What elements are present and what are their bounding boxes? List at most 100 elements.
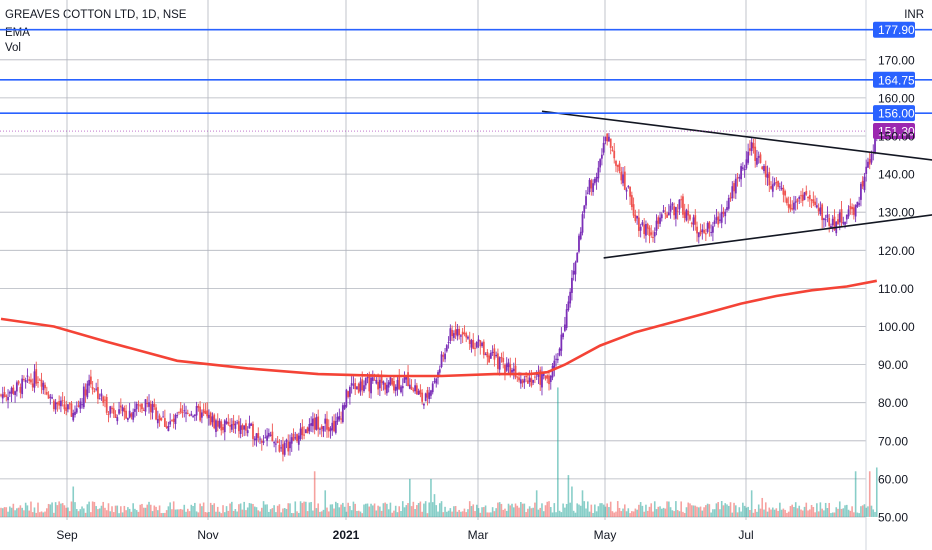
candle-body (19, 386, 22, 393)
volume-bar (250, 503, 253, 517)
candle-body (114, 413, 117, 418)
candle-body (521, 380, 524, 384)
volume-bar (636, 509, 638, 517)
volume-bar (416, 505, 418, 517)
candle-body (563, 324, 566, 331)
candle-body (773, 182, 776, 185)
volume-bar (149, 504, 152, 517)
volume-bar (56, 505, 59, 517)
candle-body (482, 341, 485, 355)
volume-bar (752, 512, 755, 517)
candle-body (812, 199, 815, 204)
candle-body (828, 217, 831, 226)
candle-body (49, 396, 52, 398)
candle-body (37, 382, 39, 384)
volume-bar (708, 504, 711, 517)
y-tick-label: 80.00 (878, 396, 908, 410)
candle-body (246, 430, 249, 434)
volume-bar (616, 501, 619, 517)
volume-indicator-label[interactable]: Vol (5, 42, 21, 54)
volume-bar (743, 505, 746, 517)
candle-body (579, 231, 582, 240)
candle-body (192, 416, 194, 418)
candle-body (75, 408, 78, 413)
y-tick-label: 160.00 (878, 91, 915, 105)
volume-bar (77, 511, 80, 517)
y-tick-label: 110.00 (878, 282, 914, 296)
volume-bar (68, 511, 71, 517)
volume-bar (676, 510, 679, 517)
volume-bar (324, 490, 327, 517)
candle-body (289, 441, 291, 449)
candle-body (396, 380, 399, 390)
volume-bar (220, 513, 223, 517)
volume-bar (72, 486, 75, 517)
candle-body (560, 334, 563, 351)
volume-bar (594, 504, 596, 517)
volume-bar (477, 508, 480, 517)
candle-body (134, 409, 136, 412)
volume-bar (343, 506, 346, 517)
volume-bar (285, 508, 288, 517)
volume-bar (666, 501, 668, 517)
candle-body (38, 379, 41, 381)
volume-bar (585, 508, 587, 517)
candle-body (400, 386, 402, 393)
volume-bar (749, 510, 751, 517)
volume-bar (345, 511, 348, 517)
price-axis[interactable]: 50.00 60.00 70.00 80.00 90.00 100.00 110.00 120… (878, 53, 915, 524)
candle-body (860, 183, 862, 200)
volume-bar (798, 505, 801, 517)
candle-body (51, 397, 54, 399)
volume-bar (215, 511, 217, 517)
candle-body (181, 411, 184, 414)
volume-bar (509, 505, 512, 517)
candle-body (111, 407, 113, 410)
volume-bar (255, 507, 258, 517)
candle-body (786, 198, 788, 204)
volume-bar (37, 502, 39, 517)
candle-body (211, 416, 214, 423)
candle-body (324, 418, 327, 424)
candle-body (847, 209, 850, 217)
candle-body (280, 447, 283, 449)
volume-bar (331, 504, 334, 517)
volume-bar (335, 501, 337, 517)
candle-body (317, 416, 320, 430)
candle-body (257, 433, 260, 438)
candle-body (163, 418, 166, 427)
volume-bar (673, 511, 675, 517)
volume-bar (347, 502, 349, 517)
candle-body (218, 420, 221, 428)
candle-body (840, 209, 843, 223)
volume-bar (176, 509, 179, 517)
volume-bar (357, 510, 360, 517)
candle-body (266, 435, 268, 441)
volume-bar (572, 510, 575, 517)
candle-body (239, 425, 242, 434)
y-tick-label: 50.00 (878, 511, 908, 525)
volume-bar (379, 506, 381, 517)
candle-body (868, 158, 871, 165)
time-axis[interactable]: Sep Nov 2021 Mar May Jul (56, 528, 753, 542)
candle-body (297, 435, 300, 445)
volume-bar (90, 512, 92, 517)
volume-bar (574, 512, 577, 517)
candle-body (95, 388, 98, 390)
volume-bar (349, 506, 351, 517)
candle-body (186, 412, 189, 414)
candle-body (576, 252, 579, 263)
candle-body (31, 383, 34, 388)
candle-body (387, 382, 390, 388)
candle-body (733, 183, 735, 192)
candle-body (421, 392, 424, 402)
candle-body (569, 291, 572, 304)
volume-bar (854, 471, 857, 517)
candle-body (553, 360, 556, 369)
candle-body (386, 384, 388, 394)
candle-body (285, 439, 288, 442)
candle-body (634, 214, 637, 221)
candle-body (800, 195, 802, 197)
candle-body (867, 161, 869, 168)
